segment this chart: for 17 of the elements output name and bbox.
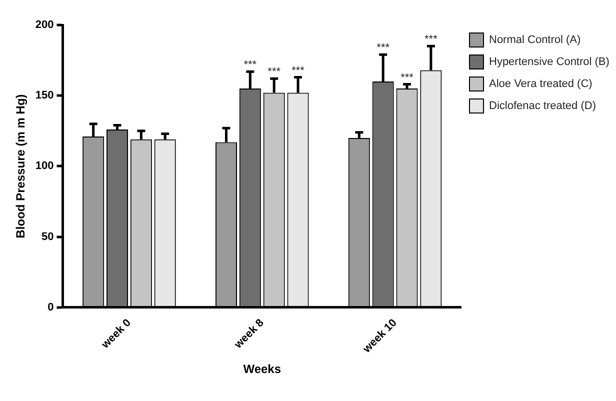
annotation: *** — [376, 42, 390, 54]
y-tick-label: 50 — [42, 230, 54, 243]
annotation: *** — [424, 34, 438, 46]
annotation: *** — [268, 66, 282, 78]
y-tick-label: 0 — [48, 301, 54, 314]
y-tick-label: 200 — [35, 19, 54, 32]
annotation: *** — [244, 59, 258, 72]
annotation: *** — [400, 72, 414, 84]
annotation: *** — [292, 64, 306, 77]
legend-label: Hypertensive Control (B) — [489, 56, 610, 68]
legend-label: Diclofenac treated (D) — [489, 100, 596, 112]
legend-label: Normal Control (A) — [489, 34, 581, 46]
y-axis-title: Blood Pressure (m m Hg) — [14, 94, 28, 238]
legend-label: Aloe Vera treated (C) — [489, 78, 592, 90]
y-tick-label: 150 — [35, 90, 54, 102]
y-tick-label: 100 — [35, 160, 54, 172]
x-axis-title: Weeks — [243, 362, 282, 376]
